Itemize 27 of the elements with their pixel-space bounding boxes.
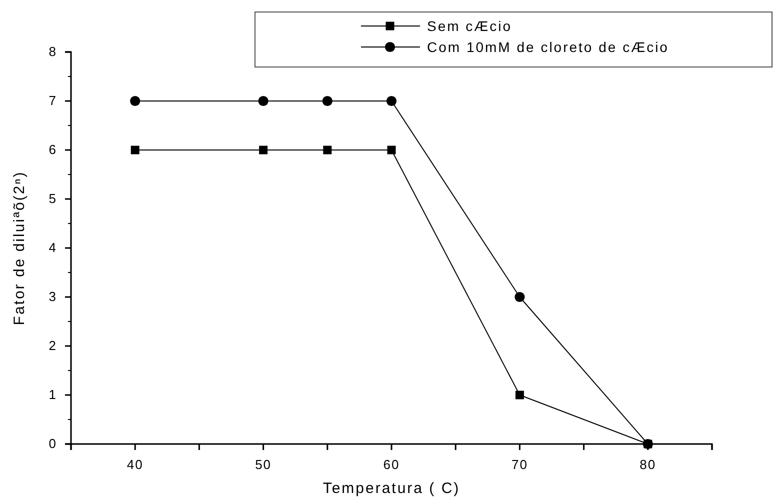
point: [130, 146, 140, 154]
y-tick-label: 8: [48, 44, 57, 60]
point: [258, 96, 268, 106]
point: [322, 96, 332, 106]
y-tick-label: 1: [48, 387, 57, 402]
y-tick-label: 3: [48, 289, 57, 304]
x-tick-label: 70: [511, 457, 528, 472]
legend-label: Com 10mM de cloreto de cÆcio: [427, 39, 669, 55]
point: [323, 146, 332, 154]
x-tick-label: 40: [126, 457, 144, 472]
point: [514, 292, 525, 302]
y-axis-title: Fator de diluiªõ(2ⁿ): [11, 170, 28, 326]
y-tick-label: 6: [48, 142, 57, 158]
y-tick-label: 7: [48, 93, 57, 108]
point: [130, 96, 140, 106]
legend-label: Sem cÆcio: [427, 18, 512, 34]
point: [386, 96, 397, 106]
x-tick-label: 80: [640, 457, 656, 472]
y-tick-label: 2: [48, 338, 57, 354]
point: [259, 146, 268, 154]
x-tick-label: 60: [383, 457, 400, 472]
point: [515, 390, 524, 400]
y-tick-label: 0: [48, 436, 57, 452]
x-tick-label: 50: [255, 457, 272, 472]
y-tick-label: 5: [48, 191, 57, 206]
y-tick-label: 4: [48, 240, 57, 256]
x-axis-title: Temperatura ( C): [322, 480, 460, 497]
